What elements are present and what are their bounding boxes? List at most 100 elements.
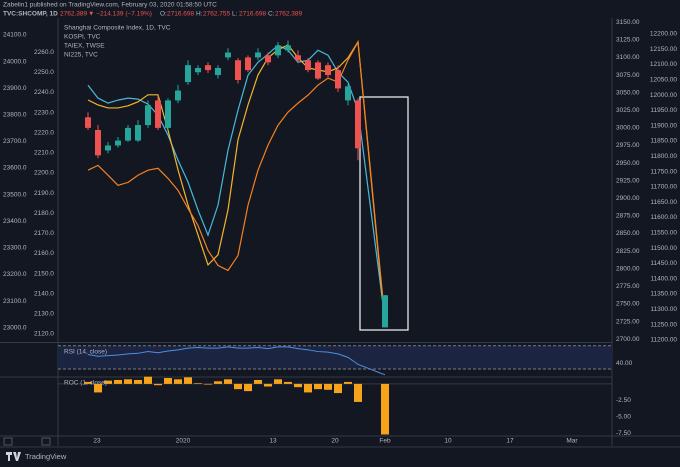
roc-bar <box>224 379 232 384</box>
y-tick-label: 2180.0 <box>34 210 54 217</box>
roc-bar <box>144 376 152 384</box>
y-tick-label: 11400.00 <box>650 275 677 282</box>
ohlc-label: L: <box>232 11 238 18</box>
ohlc-label: C: <box>268 11 275 18</box>
y-tick-label: 2900.00 <box>616 195 640 202</box>
y-tick-label: 2130.0 <box>34 311 54 318</box>
y-tick-label: 23400.0 <box>3 218 27 225</box>
y-tick-label: 2775.00 <box>616 283 640 290</box>
y-tick-label: 40.00 <box>616 360 633 367</box>
y-tick-label: 2725.00 <box>616 318 640 325</box>
roc-bar <box>124 379 132 384</box>
rsi-line <box>87 346 386 376</box>
y-tick-label: 23600.0 <box>3 165 27 172</box>
y-tick-label: 11450.00 <box>650 260 677 267</box>
y-tick-label: 23700.0 <box>3 138 27 145</box>
y-tick-label: 11300.00 <box>650 306 677 313</box>
y-tick-label: 2120.0 <box>34 331 54 338</box>
button[interactable] <box>41 437 51 446</box>
series-line <box>87 39 386 321</box>
y-tick-label: 2200.0 <box>34 170 54 177</box>
y-tick-label: 24000.0 <box>3 58 27 65</box>
y-tick-label: 12050.00 <box>650 77 677 84</box>
roc-bar <box>244 383 252 392</box>
roc-bar <box>84 381 92 384</box>
y-tick-label: 3075.00 <box>616 72 640 79</box>
candle-body <box>382 295 388 328</box>
y-tick-label: 2240.0 <box>34 89 54 96</box>
roc-bar <box>344 381 352 384</box>
roc-bar <box>254 379 262 384</box>
candle-body <box>215 68 221 76</box>
y-tick-label: 23100.0 <box>3 298 27 305</box>
roc-bar <box>274 379 282 384</box>
y-tick-label: 23200.0 <box>3 271 27 278</box>
y-tick-label: 3050.00 <box>616 89 640 96</box>
roc-bar <box>294 383 302 388</box>
y-tick-label: 12200.00 <box>650 31 677 38</box>
ohlc-label: O: <box>160 11 167 18</box>
roc-bar <box>234 383 242 390</box>
roc-bar <box>104 380 112 384</box>
y-tick-label: 2825.00 <box>616 248 640 255</box>
y-tick-label: 2875.00 <box>616 213 640 220</box>
y-tick-label: 3125.00 <box>616 37 640 44</box>
y-tick-label: 11350.00 <box>650 291 677 298</box>
roc-bar <box>381 383 389 435</box>
roc-bar <box>184 377 192 384</box>
button[interactable] <box>3 437 13 446</box>
y-tick-label: 2250.0 <box>34 69 54 76</box>
candle-body <box>345 86 351 101</box>
y-tick-label: 11750.00 <box>650 168 677 175</box>
candle-body <box>325 65 331 76</box>
y-tick-label: 2950.00 <box>616 160 640 167</box>
y-tick-label: 2925.00 <box>616 177 640 184</box>
y-tick-label: 2800.00 <box>616 265 640 272</box>
candle-body <box>115 140 121 146</box>
last-price: 2762.389 <box>60 11 87 18</box>
candle-body <box>245 57 251 71</box>
roc-bar <box>214 381 222 384</box>
highlight-box <box>359 96 409 331</box>
y-tick-label: 2150.0 <box>34 270 54 277</box>
legend-entry: NI225, TVC <box>64 52 98 59</box>
series-line <box>87 40 386 325</box>
ohlc-value: 2762.755 <box>203 11 230 18</box>
y-tick-label: 2210.0 <box>34 150 54 157</box>
roc-bar <box>154 383 162 386</box>
y-tick-label: 11850.00 <box>650 138 677 145</box>
candle-body <box>135 125 141 141</box>
y-tick-label: 11250.00 <box>650 321 677 328</box>
ohlc-label: H: <box>196 11 203 18</box>
candle-body <box>225 52 231 58</box>
y-tick-label: 3150.00 <box>616 19 640 26</box>
x-tick-label: 23 <box>93 438 101 445</box>
roc-bar <box>134 379 142 384</box>
y-tick-label: 24100.0 <box>3 32 27 39</box>
x-tick-label: Feb <box>379 438 391 445</box>
candle-body <box>125 127 131 141</box>
roc-bar <box>164 378 172 384</box>
y-tick-label: 11550.00 <box>650 229 677 236</box>
y-tick-label: 11200.00 <box>650 337 677 344</box>
roc-bar <box>354 383 362 402</box>
candle-body <box>355 100 361 149</box>
logo <box>6 452 21 461</box>
brand: TradingView <box>25 452 67 461</box>
y-tick-label: 11800.00 <box>650 153 677 160</box>
candle-body <box>315 62 321 79</box>
candle-body <box>155 100 161 128</box>
roc-label: ROC (1, close) <box>64 380 107 387</box>
candle-body <box>205 65 211 71</box>
rsi-label: RSI (14, close) <box>64 349 107 356</box>
y-tick-label: 2160.0 <box>34 250 54 257</box>
y-tick-label: -7.50 <box>616 430 631 437</box>
legend-entry: KOSPI, TVC <box>64 34 101 41</box>
y-tick-label: 12100.00 <box>650 61 677 68</box>
roc-bar <box>204 383 212 385</box>
roc-bar <box>114 379 122 384</box>
y-tick-label: 2750.00 <box>616 301 640 308</box>
candle-body <box>185 65 191 83</box>
y-tick-label: 2230.0 <box>34 109 54 116</box>
